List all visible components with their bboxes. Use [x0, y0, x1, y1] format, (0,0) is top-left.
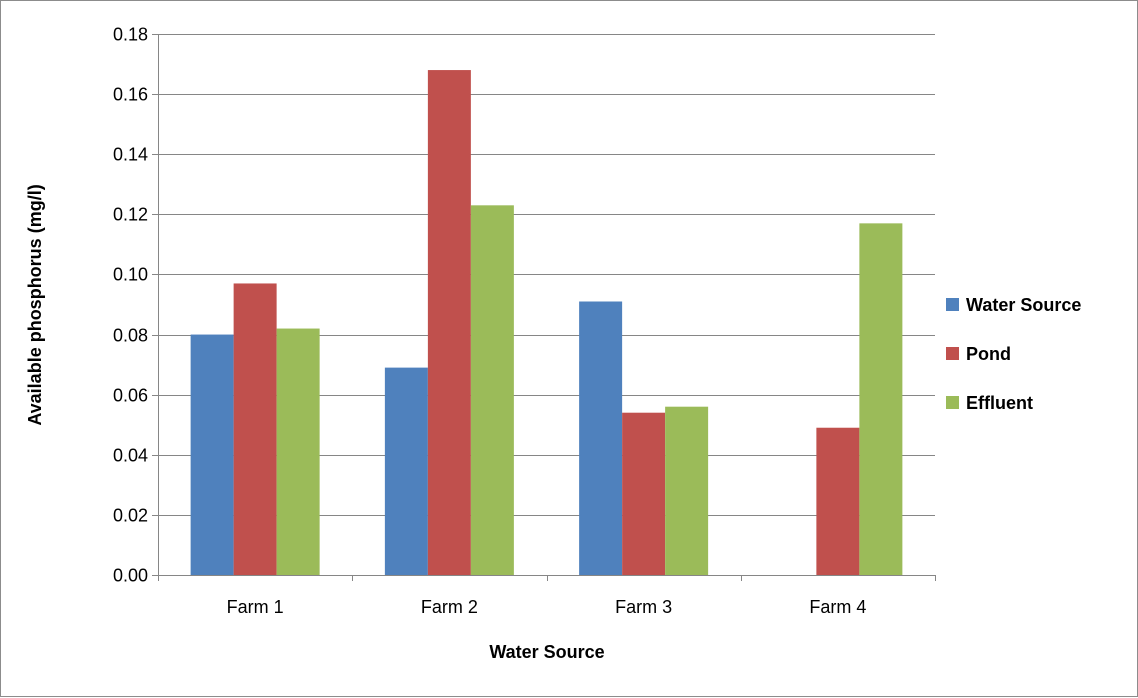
y-tick-label: 0.00 [113, 566, 148, 586]
bar-pond [816, 427, 860, 575]
legend-label: Effluent [966, 393, 1033, 413]
y-tick-label: 0.18 [113, 25, 148, 45]
y-tick-label: 0.06 [113, 386, 148, 406]
bar-effluent [276, 328, 320, 575]
axes [152, 34, 936, 581]
y-tick-label: 0.04 [113, 446, 148, 466]
legend-swatch [946, 396, 959, 409]
legend-swatch [946, 347, 959, 360]
bar-pond [233, 283, 277, 575]
x-tick-labels: Farm 1 Farm 2 Farm 3 Farm 4 [227, 597, 867, 617]
x-tick-label: Farm 4 [809, 597, 866, 617]
legend: Water Source Pond Effluent [946, 295, 1081, 413]
x-tick-label: Farm 3 [615, 597, 672, 617]
y-tick-label: 0.08 [113, 326, 148, 346]
y-tick-label: 0.02 [113, 506, 148, 526]
bar-effluent [859, 223, 903, 575]
legend-swatch [946, 298, 959, 311]
y-tick-label: 0.10 [113, 265, 148, 285]
bar-effluent [470, 205, 514, 576]
bar-pond [427, 70, 471, 576]
y-axis-title: Available phosphorus (mg/l) [25, 184, 45, 425]
bar-effluent [665, 406, 709, 575]
bar-water-source [384, 367, 428, 575]
y-tick-labels: 0.00 0.02 0.04 0.06 0.08 0.10 0.12 0.14 0.16 0.18 [113, 25, 148, 586]
x-axis-title: Water Source [489, 642, 604, 662]
bar-water-source [579, 301, 623, 575]
x-tick-label: Farm 2 [421, 597, 478, 617]
bar-water-source [190, 334, 234, 575]
legend-label: Water Source [966, 295, 1081, 315]
bars [190, 70, 903, 576]
y-tick-label: 0.16 [113, 85, 148, 105]
x-tick-label: Farm 1 [227, 597, 284, 617]
bar-pond [622, 412, 666, 575]
y-tick-label: 0.12 [113, 205, 148, 225]
legend-label: Pond [966, 344, 1011, 364]
y-tick-label: 0.14 [113, 145, 148, 165]
